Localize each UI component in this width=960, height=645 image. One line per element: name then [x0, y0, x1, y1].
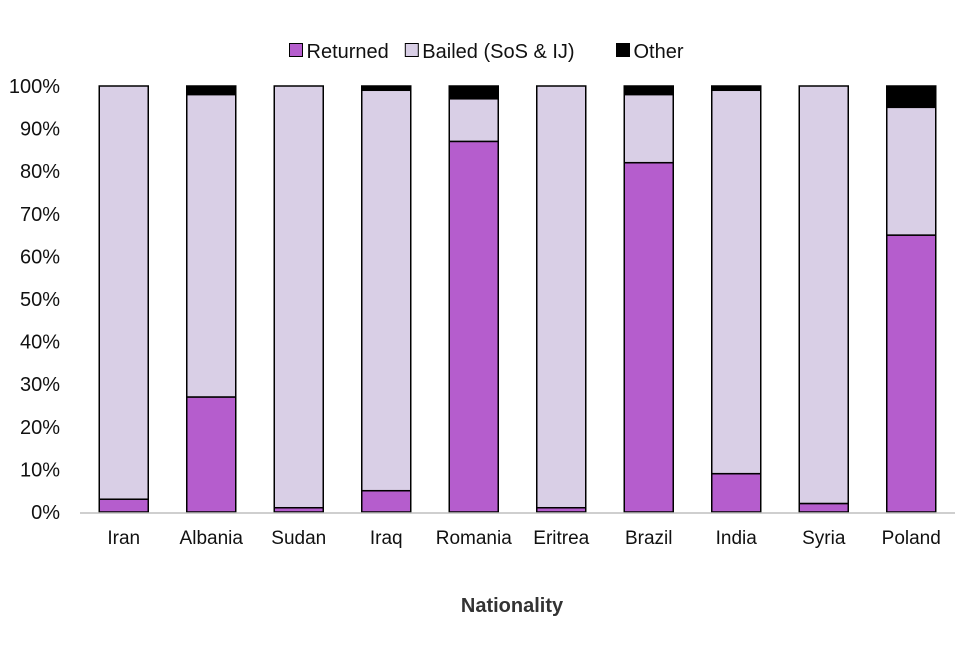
bar-group-poland — [886, 85, 937, 513]
legend-item-other: Other — [616, 41, 684, 63]
legend-swatch-other — [616, 43, 630, 57]
bar-segment-bailed-sos-ij-iran — [98, 85, 149, 500]
y-tick-label: 0% — [31, 502, 60, 524]
bar-segment-other-poland — [886, 85, 937, 109]
bar-segment-returned-iran — [98, 498, 149, 513]
bar-group-iran — [98, 85, 149, 513]
y-tick-label: 30% — [20, 374, 60, 396]
legend-swatch-returned — [289, 43, 303, 57]
bar-segment-returned-brazil — [623, 161, 674, 513]
x-tick-label-syria: Syria — [802, 528, 846, 549]
bar-segment-other-india — [711, 85, 762, 92]
bar-segment-other-albania — [186, 85, 237, 96]
x-tick-label-poland: Poland — [882, 528, 941, 549]
bar-segment-returned-albania — [186, 396, 237, 513]
bar-group-iraq — [361, 85, 412, 513]
y-tick-label: 40% — [20, 332, 60, 354]
x-tick-label-albania: Albania — [180, 528, 244, 549]
y-tick-label: 80% — [20, 161, 60, 183]
y-tick-label: 90% — [20, 119, 60, 141]
bar-segment-returned-poland — [886, 234, 937, 513]
x-tick-label-brazil: Brazil — [625, 528, 673, 549]
y-tick-label: 60% — [20, 246, 60, 268]
x-tick-label-india: India — [716, 528, 758, 549]
bar-segment-bailed-sos-ij-iraq — [361, 89, 412, 492]
bar-segment-other-brazil — [623, 85, 674, 96]
x-tick-label-eritrea: Eritrea — [533, 528, 589, 549]
y-tick-label: 10% — [20, 459, 60, 481]
bar-segment-bailed-sos-ij-brazil — [623, 93, 674, 164]
bar-segment-other-romania — [448, 85, 499, 100]
bar-group-romania — [448, 85, 499, 513]
x-tick-label-romania: Romania — [436, 528, 512, 549]
x-axis-title: Nationality — [461, 595, 564, 617]
bar-group-brazil — [623, 85, 674, 513]
bar-segment-returned-romania — [448, 140, 499, 513]
bar-group-syria — [798, 85, 849, 513]
bar-segment-bailed-sos-ij-india — [711, 89, 762, 475]
legend-label-bailed-sos-ij: Bailed (SoS & IJ) — [422, 41, 574, 63]
y-tick-label: 70% — [20, 204, 60, 226]
x-tick-label-iran: Iran — [107, 528, 140, 549]
bar-segment-bailed-sos-ij-sudan — [273, 85, 324, 509]
bar-segment-returned-syria — [798, 502, 849, 513]
y-axis: 0% 10% 20% 30% 40% 50% 60% 70% 80% 90% 100% — [9, 76, 60, 524]
bar-segment-bailed-sos-ij-eritrea — [536, 85, 587, 509]
bar-group-eritrea — [536, 85, 587, 513]
legend-item-bailed-sos-ij: Bailed (SoS & IJ) — [404, 41, 575, 63]
legend-swatch-bailed-sos-ij — [404, 43, 419, 57]
bar-group-albania — [186, 85, 237, 513]
bar-group-sudan — [273, 85, 324, 513]
legend: Returned Bailed (SoS & IJ) Other — [289, 41, 684, 63]
y-tick-label: 20% — [20, 417, 60, 439]
bar-segment-bailed-sos-ij-syria — [798, 85, 849, 505]
legend-label-other: Other — [634, 41, 684, 63]
bar-segment-other-iraq — [361, 85, 412, 92]
x-tick-label-sudan: Sudan — [271, 528, 326, 549]
bar-segment-returned-india — [711, 472, 762, 513]
legend-item-returned: Returned — [289, 41, 389, 63]
y-tick-label: 100% — [9, 76, 60, 98]
bars — [98, 85, 937, 513]
bar-segment-returned-iraq — [361, 489, 412, 513]
legend-label-returned: Returned — [307, 41, 389, 63]
bar-segment-bailed-sos-ij-romania — [448, 98, 499, 143]
bar-group-india — [711, 85, 762, 513]
bar-segment-bailed-sos-ij-poland — [886, 106, 937, 236]
x-tick-label-iraq: Iraq — [370, 528, 403, 549]
x-axis: Iran Albania Sudan Iraq Romania Eritrea Brazil… — [80, 512, 955, 549]
y-tick-label: 50% — [20, 289, 60, 311]
bar-segment-bailed-sos-ij-albania — [186, 93, 237, 398]
